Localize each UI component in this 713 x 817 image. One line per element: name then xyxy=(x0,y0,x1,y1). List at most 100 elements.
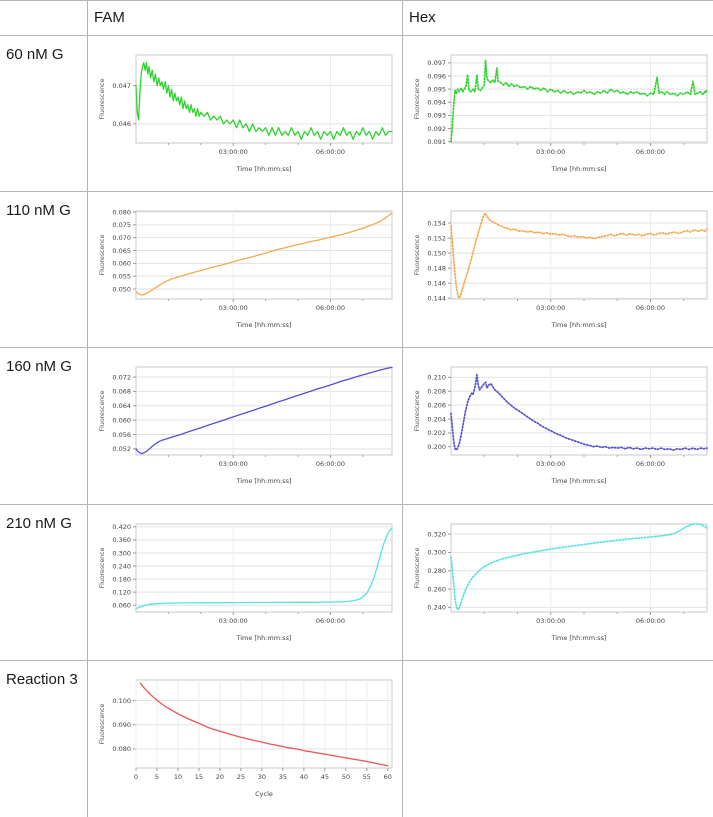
row-label-text: 110 nM G xyxy=(6,202,71,220)
svg-text:15: 15 xyxy=(195,773,203,781)
svg-text:0.050: 0.050 xyxy=(112,285,131,293)
svg-text:60: 60 xyxy=(384,773,392,781)
column-header-fam: FAM xyxy=(94,9,125,26)
svg-text:0.075: 0.075 xyxy=(112,221,131,229)
svg-text:0.144: 0.144 xyxy=(427,295,446,303)
svg-text:Time [hh:mm:ss]: Time [hh:mm:ss] xyxy=(550,477,606,485)
svg-text:0.047: 0.047 xyxy=(112,82,131,90)
svg-text:0.240: 0.240 xyxy=(112,562,131,570)
chart-210nm-fam: 0.060 0.120 0.180 0.240 0.300 0.360 0.420 03:00… xyxy=(96,517,402,644)
svg-text:0.152: 0.152 xyxy=(427,235,446,243)
svg-text:03:00:00: 03:00:00 xyxy=(536,617,565,625)
chart-110nm-hex: 0.144 0.146 0.148 0.150 0.152 0.154 03:00:00 06… xyxy=(411,204,713,331)
svg-text:0.240: 0.240 xyxy=(427,603,446,611)
svg-text:06:00:00: 06:00:00 xyxy=(636,304,665,312)
svg-text:03:00:00: 03:00:00 xyxy=(536,304,565,312)
svg-text:30: 30 xyxy=(258,773,266,781)
svg-text:0.100: 0.100 xyxy=(112,697,131,705)
svg-text:0.146: 0.146 xyxy=(427,280,446,288)
svg-text:06:00:00: 06:00:00 xyxy=(636,617,665,625)
svg-text:0.180: 0.180 xyxy=(112,575,131,583)
svg-text:Time [hh:mm:ss]: Time [hh:mm:ss] xyxy=(235,321,291,329)
svg-text:40: 40 xyxy=(300,773,308,781)
row-label-210nm-g: 210 nM G xyxy=(0,504,87,661)
row-label-text: 210 nM G xyxy=(6,514,72,532)
svg-text:0.120: 0.120 xyxy=(112,588,131,596)
svg-text:Fluorescence: Fluorescence xyxy=(414,235,421,276)
svg-text:0.065: 0.065 xyxy=(112,247,131,255)
chart-60nm-hex: 0.091 0.092 0.093 0.094 0.095 0.096 0.097 03:00… xyxy=(411,48,713,175)
svg-text:03:00:00: 03:00:00 xyxy=(219,617,248,625)
svg-text:0.052: 0.052 xyxy=(112,446,131,454)
svg-text:0.300: 0.300 xyxy=(112,549,131,557)
svg-text:06:00:00: 06:00:00 xyxy=(316,304,345,312)
svg-text:0.080: 0.080 xyxy=(112,209,131,217)
svg-text:0.093: 0.093 xyxy=(427,112,446,120)
header-cell-empty xyxy=(0,1,87,36)
svg-text:0.055: 0.055 xyxy=(112,273,131,281)
svg-text:25: 25 xyxy=(237,773,245,781)
svg-text:0.090: 0.090 xyxy=(112,721,131,729)
svg-text:35: 35 xyxy=(279,773,287,781)
svg-text:0.060: 0.060 xyxy=(112,417,131,425)
svg-text:06:00:00: 06:00:00 xyxy=(316,148,345,156)
svg-text:Fluorescence: Fluorescence xyxy=(99,547,106,588)
svg-text:0.046: 0.046 xyxy=(112,120,131,128)
svg-text:Time [hh:mm:ss]: Time [hh:mm:ss] xyxy=(550,165,606,173)
svg-text:03:00:00: 03:00:00 xyxy=(536,460,565,468)
svg-text:03:00:00: 03:00:00 xyxy=(536,148,565,156)
svg-text:0.092: 0.092 xyxy=(427,125,446,133)
svg-text:06:00:00: 06:00:00 xyxy=(316,460,345,468)
svg-text:55: 55 xyxy=(363,773,371,781)
cell-60nm-hex: 0.091 0.092 0.093 0.094 0.095 0.096 0.097 03:00… xyxy=(402,36,713,193)
cell-110nm-fam: 0.050 0.055 0.060 0.065 0.070 0.075 0.080 03:00… xyxy=(87,192,402,349)
svg-text:06:00:00: 06:00:00 xyxy=(316,617,345,625)
svg-text:0.210: 0.210 xyxy=(427,374,446,382)
svg-text:03:00:00: 03:00:00 xyxy=(219,460,248,468)
svg-text:Fluorescence: Fluorescence xyxy=(99,391,106,432)
row-label-60nm-g: 60 nM G xyxy=(0,36,87,193)
svg-text:10: 10 xyxy=(174,773,182,781)
svg-text:0.200: 0.200 xyxy=(427,443,446,451)
svg-text:0.202: 0.202 xyxy=(427,430,446,438)
row-label-text: 60 nM G xyxy=(6,46,64,63)
header-cell-hex: Hex xyxy=(402,1,713,36)
svg-text:0.208: 0.208 xyxy=(427,388,446,396)
column-header-hex: Hex xyxy=(409,9,436,26)
svg-text:5: 5 xyxy=(155,773,159,781)
svg-text:Time [hh:mm:ss]: Time [hh:mm:ss] xyxy=(550,634,606,642)
svg-text:0.150: 0.150 xyxy=(427,250,446,258)
svg-text:20: 20 xyxy=(216,773,224,781)
svg-text:0.206: 0.206 xyxy=(427,402,446,410)
svg-text:0.080: 0.080 xyxy=(112,745,131,753)
cell-110nm-hex: 0.144 0.146 0.148 0.150 0.152 0.154 03:00:00 06… xyxy=(402,192,713,349)
svg-text:Fluorescence: Fluorescence xyxy=(414,78,421,119)
svg-text:0.064: 0.064 xyxy=(112,402,131,410)
svg-text:0.097: 0.097 xyxy=(427,59,446,67)
svg-text:0.420: 0.420 xyxy=(112,523,131,531)
svg-text:Fluorescence: Fluorescence xyxy=(99,235,106,276)
row-label-text: Reaction 3 xyxy=(6,670,78,688)
chart-210nm-hex: 0.240 0.260 0.280 0.300 0.320 03:00:00 06:00:0… xyxy=(411,517,713,644)
chart-160nm-fam: 0.052 0.056 0.060 0.064 0.068 0.072 03:00:00 06… xyxy=(96,360,402,487)
svg-text:Fluorescence: Fluorescence xyxy=(414,391,421,432)
svg-text:0.148: 0.148 xyxy=(427,265,446,273)
svg-text:0.300: 0.300 xyxy=(427,548,446,556)
row-label-text: 160 nM G xyxy=(6,358,72,376)
svg-text:0.280: 0.280 xyxy=(427,567,446,575)
svg-text:03:00:00: 03:00:00 xyxy=(219,304,248,312)
svg-text:0.320: 0.320 xyxy=(427,530,446,538)
svg-text:0.095: 0.095 xyxy=(427,85,446,93)
chart-110nm-fam: 0.050 0.055 0.060 0.065 0.070 0.075 0.080 03:00… xyxy=(96,204,402,331)
svg-text:0.204: 0.204 xyxy=(427,416,446,424)
svg-text:0.360: 0.360 xyxy=(112,536,131,544)
svg-text:45: 45 xyxy=(321,773,329,781)
cell-reaction3-hex-empty xyxy=(402,660,713,817)
svg-text:Fluorescence: Fluorescence xyxy=(99,703,106,744)
header-cell-fam: FAM xyxy=(87,1,402,36)
svg-text:Fluorescence: Fluorescence xyxy=(414,547,421,588)
cell-160nm-hex: 0.200 0.202 0.204 0.206 0.208 0.210 03:00:00 06… xyxy=(402,348,713,505)
chart-160nm-hex: 0.200 0.202 0.204 0.206 0.208 0.210 03:00:00 06… xyxy=(411,360,713,487)
svg-text:0.072: 0.072 xyxy=(112,374,131,382)
